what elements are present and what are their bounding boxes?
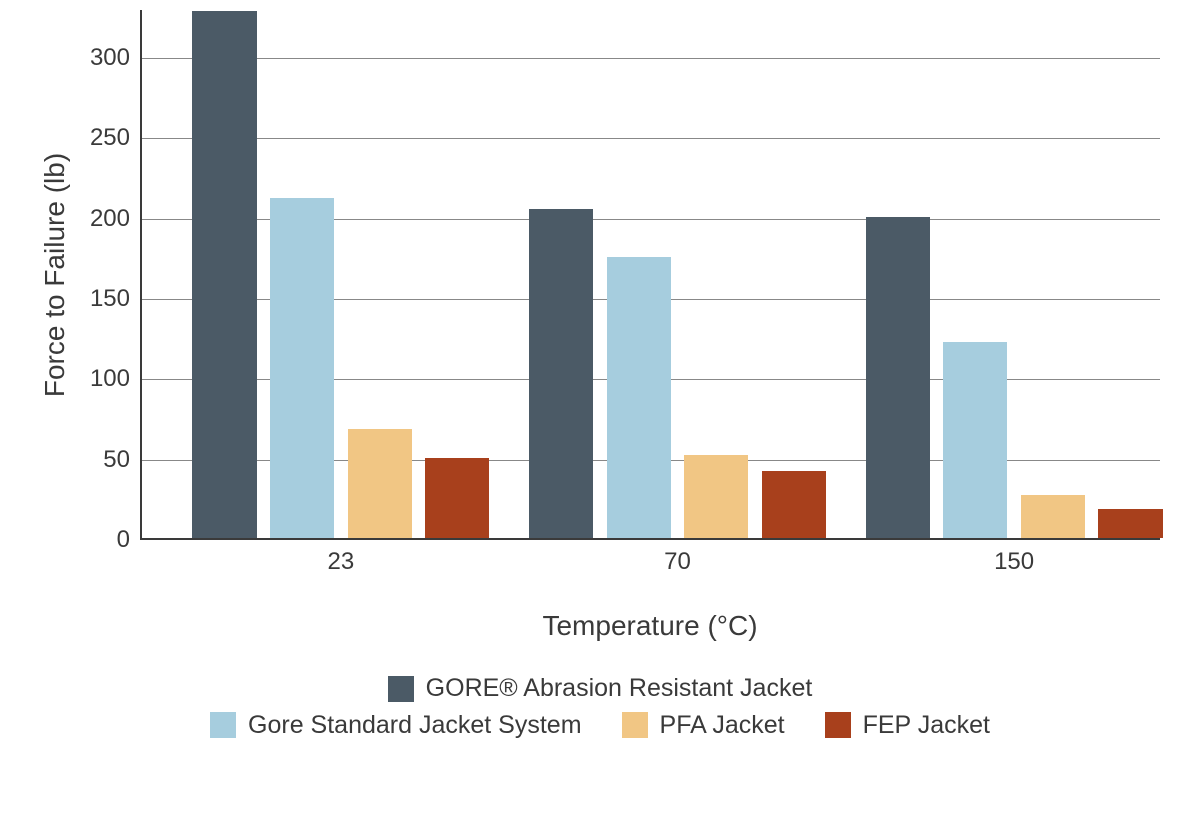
legend-label: Gore Standard Jacket System — [248, 711, 581, 740]
bar-gore_abrasion — [866, 217, 930, 538]
legend-item-gore_abrasion: GORE® Abrasion Resistant Jacket — [388, 674, 813, 703]
bar-gore_standard — [270, 198, 334, 538]
y-tick-label: 0 — [117, 526, 142, 554]
legend-swatch — [622, 712, 648, 738]
bar-gore_standard — [943, 342, 1007, 538]
legend-row: GORE® Abrasion Resistant Jacket — [0, 674, 1200, 707]
legend-item-gore_standard: Gore Standard Jacket System — [210, 711, 581, 740]
legend-swatch — [825, 712, 851, 738]
legend-item-fep: FEP Jacket — [825, 711, 990, 740]
legend-swatch — [388, 676, 414, 702]
y-tick-label: 250 — [90, 124, 142, 152]
x-axis-title: Temperature (°C) — [542, 610, 757, 642]
y-axis-title: Force to Failure (lb) — [39, 153, 71, 397]
x-tick-label: 150 — [994, 538, 1034, 576]
legend-item-pfa: PFA Jacket — [622, 711, 785, 740]
y-tick-label: 200 — [90, 205, 142, 233]
bar-pfa — [1021, 495, 1085, 538]
legend-swatch — [210, 712, 236, 738]
bar-gore_abrasion — [192, 11, 256, 538]
plot-area: 0501001502002503002370150 — [140, 10, 1160, 540]
bar-fep — [425, 458, 489, 538]
bar-gore_standard — [607, 257, 671, 538]
legend-label: GORE® Abrasion Resistant Jacket — [426, 674, 813, 703]
y-tick-label: 300 — [90, 44, 142, 72]
bar-fep — [762, 471, 826, 538]
gridline — [142, 58, 1160, 59]
y-tick-label: 150 — [90, 285, 142, 313]
bar-pfa — [348, 429, 412, 538]
bar-gore_abrasion — [529, 209, 593, 538]
legend-label: PFA Jacket — [660, 711, 785, 740]
legend-label: FEP Jacket — [863, 711, 990, 740]
legend-row: Gore Standard Jacket System PFA Jacket FEP… — [0, 711, 1200, 744]
x-tick-label: 23 — [328, 538, 355, 576]
y-tick-label: 50 — [103, 446, 142, 474]
x-tick-label: 70 — [664, 538, 691, 576]
y-tick-label: 100 — [90, 365, 142, 393]
bar-fep — [1098, 509, 1162, 538]
bar-pfa — [684, 455, 748, 539]
legend: GORE® Abrasion Resistant Jacket Gore Stan… — [0, 670, 1200, 747]
chart-container: Force to Failure (lb) 050100150200250300… — [0, 0, 1200, 815]
gridline — [142, 138, 1160, 139]
